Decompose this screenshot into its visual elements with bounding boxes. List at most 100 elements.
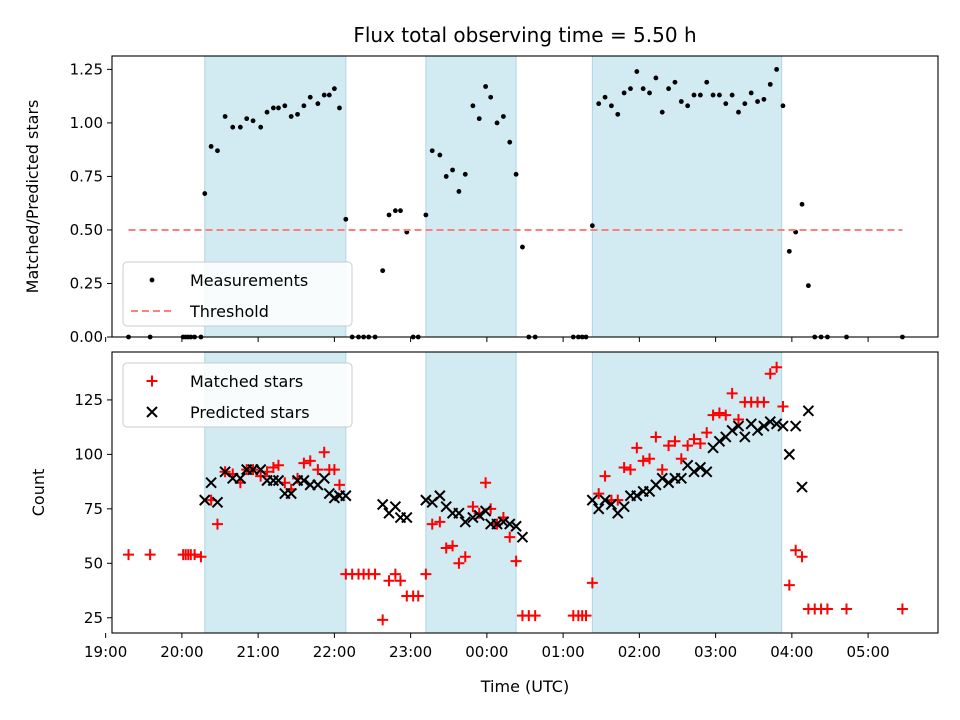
predicted-star-point	[516, 531, 529, 543]
matched-star-point	[195, 551, 207, 563]
measurement-point	[423, 212, 429, 218]
predicted-star-point	[479, 505, 492, 517]
measurement-point	[678, 99, 684, 104]
measurement-point	[609, 103, 614, 109]
matched-star-point	[304, 455, 316, 467]
predicted-star-point	[318, 472, 330, 485]
predicted-star-point	[688, 466, 700, 478]
predicted-star-point	[758, 420, 770, 432]
measurement-point	[276, 105, 281, 111]
measurement-point	[634, 69, 640, 74]
predicted-star-point	[739, 431, 751, 443]
predicted-star-point	[656, 472, 668, 485]
matched-star-point	[529, 610, 541, 622]
matched-star-point	[510, 555, 522, 567]
measurement-point	[589, 223, 595, 229]
measurement-point	[666, 86, 671, 92]
matched-star-point	[440, 542, 452, 554]
matched-star-point	[841, 603, 853, 615]
matched-star-point	[675, 453, 687, 465]
matched-star-point	[682, 440, 694, 452]
legend: Matched stars Predicted stars	[122, 362, 353, 428]
predicted-star-point	[783, 448, 796, 461]
matched-star-point	[453, 557, 465, 569]
predicted-star-point	[605, 498, 618, 511]
predicted-star-point	[211, 496, 224, 509]
legend-predicted-swatch	[146, 406, 158, 418]
legend-entry-label: Matched stars	[190, 372, 303, 391]
predicted-star-point	[491, 518, 503, 530]
matched-star-point	[586, 577, 598, 589]
matched-star-point	[504, 531, 516, 543]
matched-star-point	[726, 387, 738, 399]
measurement-point	[748, 90, 754, 96]
matched-star-point	[328, 464, 340, 476]
predicted-star-point	[467, 511, 479, 524]
matched-star-point	[318, 446, 330, 458]
predicted-star-point	[701, 466, 713, 478]
predicted-star-point	[796, 481, 808, 493]
predicted-star-point	[376, 498, 389, 511]
measurement-point	[780, 103, 786, 109]
x-tick-label: 01:00	[542, 643, 585, 661]
y-tick-label: 125	[74, 391, 103, 409]
y-tick-label: 50	[84, 554, 103, 572]
legend-entry-label: Predicted stars	[190, 403, 310, 422]
legend-measurement-swatch	[149, 277, 155, 283]
measurement-point	[386, 212, 392, 218]
measurement-point	[704, 79, 710, 85]
matched-star-point	[777, 400, 789, 412]
y-axis-label: Count	[29, 469, 48, 517]
measurement-point	[483, 84, 489, 89]
predicted-star-point	[497, 516, 510, 528]
measurement-point	[456, 189, 462, 194]
predicted-star-point	[453, 507, 465, 519]
measurement-point	[596, 101, 602, 107]
y-tick-label: 0.50	[70, 221, 103, 239]
measurement-point	[799, 201, 805, 207]
measurement-point	[767, 81, 773, 87]
measurement-point	[202, 191, 208, 196]
measurement-point	[462, 171, 468, 177]
legend-entry-label: Measurements	[190, 271, 308, 290]
measurement-point	[337, 105, 342, 111]
y-tick-label: 100	[74, 445, 103, 463]
predicted-star-point	[802, 405, 815, 417]
observing-window-band	[591, 351, 783, 634]
matched-star-point	[123, 549, 135, 561]
x-tick-label: 05:00	[846, 643, 889, 661]
measurement-point	[315, 101, 321, 107]
matched-star-point	[459, 551, 471, 563]
measurement-point	[270, 105, 276, 111]
measurement-point	[301, 103, 307, 109]
matched-star-point	[434, 516, 446, 528]
matched-star-point	[377, 614, 389, 626]
measurement-point	[230, 124, 236, 130]
measurement-point	[602, 94, 608, 100]
measurement-point	[282, 103, 288, 109]
x-tick-label: 21:00	[237, 643, 280, 661]
predicted-star-point	[504, 518, 516, 530]
predicted-star-point	[789, 420, 802, 432]
matched-star-point	[650, 431, 662, 443]
matched-star-point	[624, 464, 636, 476]
predicted-star-point	[434, 490, 446, 502]
measurement-point	[742, 101, 748, 107]
chart-title: Flux total observing time = 5.50 h	[353, 23, 696, 47]
matched-star-point	[389, 568, 401, 580]
x-tick-label: 02:00	[618, 643, 661, 661]
x-tick-label: 00:00	[465, 643, 508, 661]
predicted-star-point	[592, 503, 605, 515]
measurement-point	[697, 92, 703, 98]
measurement-point	[621, 90, 627, 96]
axes-frame	[111, 55, 939, 338]
predicted-star-point	[770, 418, 783, 430]
measurement-point	[380, 268, 386, 274]
legend: Measurements Threshold	[122, 261, 353, 327]
legend-matched-swatch	[146, 375, 158, 387]
predicted-star-point	[199, 494, 211, 506]
measurement-point	[392, 208, 398, 214]
matched-star-point	[694, 437, 706, 449]
matched-star-point	[663, 440, 675, 452]
measurement-point	[250, 118, 256, 124]
